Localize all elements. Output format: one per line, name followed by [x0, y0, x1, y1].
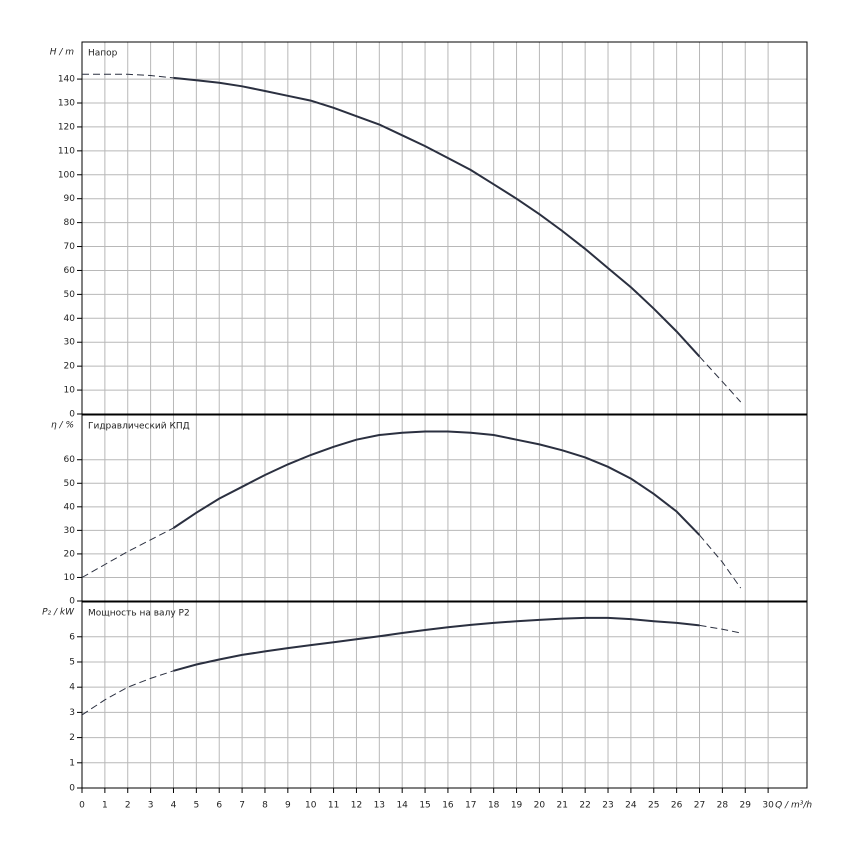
curve	[81, 624, 741, 716]
x-tick-label: 5	[193, 801, 199, 811]
panel-frame	[81, 41, 808, 415]
panel-title: Мощность на валу P2	[88, 609, 190, 619]
y-tick-label: 100	[58, 170, 75, 180]
curve	[173, 616, 700, 672]
y-tick-label: 140	[58, 75, 75, 85]
curve	[172, 430, 701, 536]
x-tick-label: 25	[648, 801, 659, 811]
y-tick-label: 40	[64, 314, 76, 324]
y-tick-label: 0	[69, 410, 75, 420]
y-tick-label: 5	[69, 657, 75, 667]
x-tick-label: 28	[717, 801, 729, 811]
y-tick-label: 50	[64, 479, 76, 489]
y-tick-label: 40	[64, 502, 76, 512]
x-tick-label: 1	[102, 801, 108, 811]
x-tick-label: 29	[740, 801, 752, 811]
x-tick-label: 8	[262, 801, 268, 811]
x-tick-label: 17	[465, 801, 476, 811]
x-tick-label: 30	[762, 801, 774, 811]
x-tick-label: 11	[328, 801, 339, 811]
y-tick-label: 1	[69, 758, 75, 768]
panel-title: Гидравлический КПД	[88, 422, 190, 432]
y-tick-label: 90	[64, 194, 76, 204]
y-tick-label: 50	[64, 290, 76, 300]
y-tick-label: 10	[64, 573, 76, 583]
x-axis-label: Q / m³/h	[775, 801, 812, 811]
y-axis-label: P₂ / kW	[42, 608, 75, 618]
x-tick-label: 20	[534, 801, 546, 811]
x-tick-label: 27	[694, 801, 705, 811]
x-tick-label: 19	[511, 801, 523, 811]
x-tick-label: 21	[557, 801, 568, 811]
y-tick-label: 6	[69, 632, 75, 642]
x-tick-label: 0	[79, 801, 85, 811]
y-tick-label: 80	[64, 218, 76, 228]
y-tick-label: 60	[64, 266, 76, 276]
curve	[82, 73, 742, 403]
x-tick-label: 6	[216, 801, 222, 811]
y-tick-label: 130	[58, 99, 75, 109]
y-tick-label: 4	[69, 683, 75, 693]
y-tick-label: 120	[58, 122, 75, 132]
panel-frame	[81, 601, 808, 789]
x-tick-label: 9	[285, 801, 291, 811]
x-tick-label: 4	[171, 801, 177, 811]
x-tick-label: 24	[625, 801, 637, 811]
y-tick-label: 70	[64, 242, 76, 252]
x-tick-label: 14	[396, 801, 408, 811]
x-tick-label: 2	[125, 801, 131, 811]
y-tick-label: 2	[69, 733, 75, 743]
panel-frame	[81, 414, 808, 602]
x-tick-label: 13	[374, 801, 385, 811]
x-tick-label: 7	[239, 801, 245, 811]
y-axis-label: H / m	[50, 48, 75, 58]
y-tick-label: 20	[64, 549, 76, 559]
y-tick-label: 60	[64, 455, 76, 465]
x-tick-label: 23	[602, 801, 613, 811]
y-tick-label: 3	[69, 708, 75, 718]
y-tick-label: 0	[69, 597, 75, 607]
x-tick-label: 22	[579, 801, 590, 811]
y-tick-label: 20	[64, 362, 76, 372]
y-tick-label: 0	[69, 784, 75, 794]
x-tick-label: 26	[671, 801, 683, 811]
x-tick-label: 12	[351, 801, 362, 811]
x-tick-label: 10	[305, 801, 317, 811]
panel-title: Напор	[88, 49, 118, 59]
x-tick-label: 16	[442, 801, 454, 811]
y-tick-label: 30	[64, 526, 76, 536]
y-tick-label: 110	[58, 146, 75, 156]
x-tick-label: 3	[148, 801, 154, 811]
x-tick-label: 18	[488, 801, 500, 811]
y-tick-label: 30	[64, 338, 76, 348]
curve	[173, 76, 701, 358]
y-tick-label: 10	[64, 386, 76, 396]
x-tick-label: 15	[419, 801, 430, 811]
y-axis-label: η / %	[51, 421, 74, 431]
curve	[81, 527, 742, 589]
